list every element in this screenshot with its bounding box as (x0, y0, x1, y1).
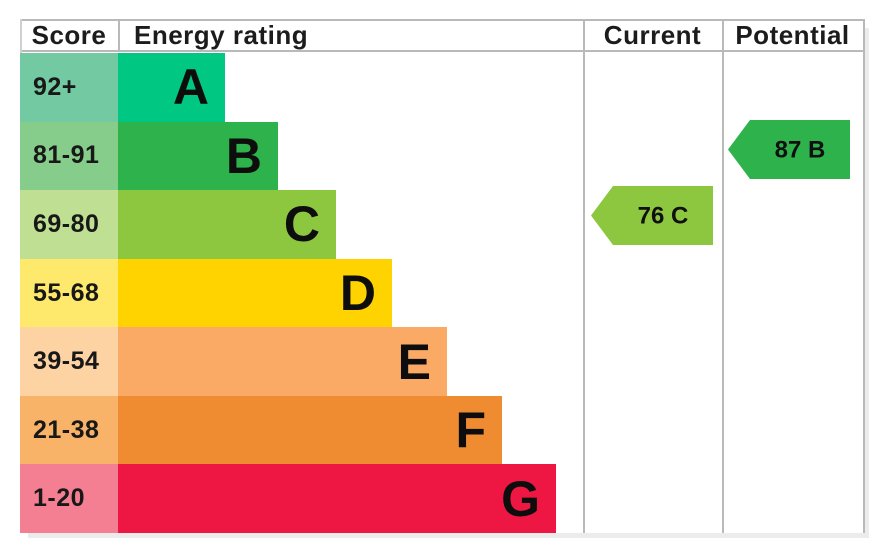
potential-column-header: Potential (735, 20, 850, 50)
score-range-b: 81-91 (20, 121, 118, 191)
band-row-g: 1-20 G (20, 464, 865, 534)
band-row-f: 21-38 F (20, 395, 865, 465)
grid-line-top (20, 19, 865, 21)
score-range-f: 21-38 (20, 395, 118, 465)
band-bar-e: E (118, 327, 447, 396)
column-divider-potential (722, 19, 724, 533)
current-column-header: Current (603, 20, 702, 50)
score-column-header: Score (31, 20, 107, 50)
band-row-c: 69-80 C (20, 190, 865, 259)
band-bar-c: C (118, 190, 336, 259)
current-rating-arrow: 76 C (591, 186, 713, 246)
band-rows: 92+ A 81-91 B 69-80 C 55-68 D 39-54 E 21… (20, 53, 865, 534)
epc-table: Score Energy rating Current Potential 92… (20, 19, 865, 534)
band-bar-g: G (118, 464, 556, 534)
score-range-e: 39-54 (20, 327, 118, 396)
score-range-c: 69-80 (20, 190, 118, 259)
band-bar-d: D (118, 258, 392, 328)
potential-arrow-shape (728, 120, 850, 180)
column-divider-current (583, 19, 585, 533)
band-row-d: 55-68 D (20, 258, 865, 328)
score-range-d: 55-68 (20, 258, 118, 328)
current-arrow-shape (591, 186, 713, 246)
score-range-a: 92+ (20, 53, 118, 122)
column-divider-score (118, 21, 120, 50)
band-row-a: 92+ A (20, 53, 865, 122)
potential-rating-arrow: 87 B (728, 120, 850, 180)
energy-rating-column-header: Energy rating (134, 20, 309, 50)
band-bar-a: A (118, 53, 225, 122)
band-row-b: 81-91 B (20, 121, 865, 191)
current-rating-label: 76 C (638, 203, 689, 230)
band-bar-b: B (118, 121, 278, 191)
band-row-e: 39-54 E (20, 327, 865, 396)
potential-rating-label: 87 B (775, 137, 826, 164)
grid-line-header-bottom (20, 50, 865, 52)
score-range-g: 1-20 (20, 464, 118, 534)
band-bar-f: F (118, 395, 502, 465)
grid-line-right-edge (863, 19, 865, 533)
